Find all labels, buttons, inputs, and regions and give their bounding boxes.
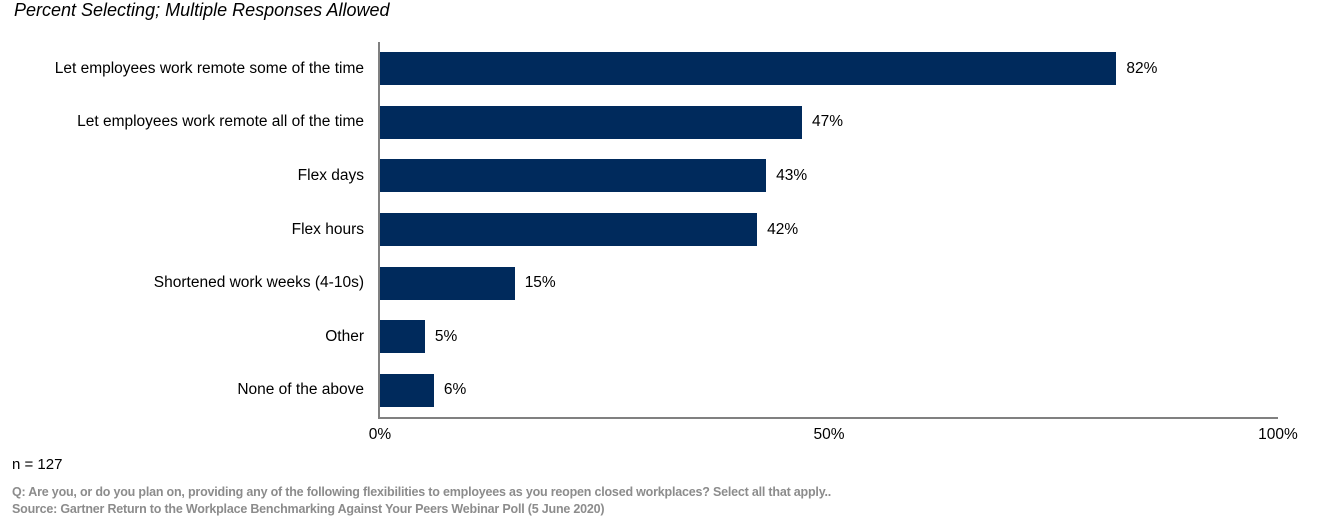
source-text: Source: Gartner Return to the Workplace … — [12, 502, 605, 516]
bar — [380, 266, 515, 300]
bar-row: Let employees work remote some of the ti… — [55, 42, 1278, 96]
bar-row: Let employees work remote all of the tim… — [77, 96, 1278, 150]
category-label: None of the above — [237, 381, 364, 399]
category-label: Flex days — [297, 166, 364, 184]
value-label: 6% — [443, 381, 467, 399]
category-label: Let employees work remote some of the ti… — [54, 59, 364, 77]
x-tick-label: 50% — [813, 426, 845, 443]
bar-row: Flex days 43% — [298, 149, 1278, 203]
value-label: 47% — [812, 113, 844, 131]
x-axis-ticks: 0% 50% 100% — [369, 426, 1298, 446]
plot-area: Let employees work remote some of the ti… — [55, 42, 1278, 419]
bar-rows: Let employees work remote some of the ti… — [55, 42, 1278, 417]
question-text: Q: Are you, or do you plan on, providing… — [12, 485, 832, 499]
bar-row: Flex hours 42% — [292, 203, 1278, 257]
x-tick-label: 100% — [1258, 426, 1298, 443]
category-label: Flex hours — [291, 220, 364, 238]
value-label: 43% — [776, 166, 808, 184]
x-tick-label: 0% — [368, 426, 392, 443]
bar — [380, 159, 767, 193]
bar-row: None of the above 6% — [237, 363, 1278, 417]
bar — [380, 373, 434, 407]
sample-size: n = 127 — [12, 456, 63, 473]
bar — [380, 105, 803, 139]
value-label: 42% — [767, 220, 799, 238]
category-label: Shortened work weeks (4-10s) — [153, 274, 364, 292]
chart-title: Percent Selecting; Multiple Responses Al… — [14, 0, 390, 20]
category-label: Other — [325, 327, 364, 345]
bar-row: Shortened work weeks (4-10s) 15% — [154, 256, 1278, 310]
value-label: 82% — [1126, 59, 1158, 77]
bar — [380, 213, 758, 247]
bar-row: Other 5% — [325, 310, 1278, 364]
value-label: 5% — [434, 327, 458, 345]
category-label: Let employees work remote all of the tim… — [77, 113, 364, 131]
y-axis-line — [378, 42, 380, 419]
bar — [380, 52, 1117, 86]
bar — [380, 320, 425, 354]
x-axis-line — [378, 417, 1278, 419]
value-label: 15% — [524, 274, 556, 292]
